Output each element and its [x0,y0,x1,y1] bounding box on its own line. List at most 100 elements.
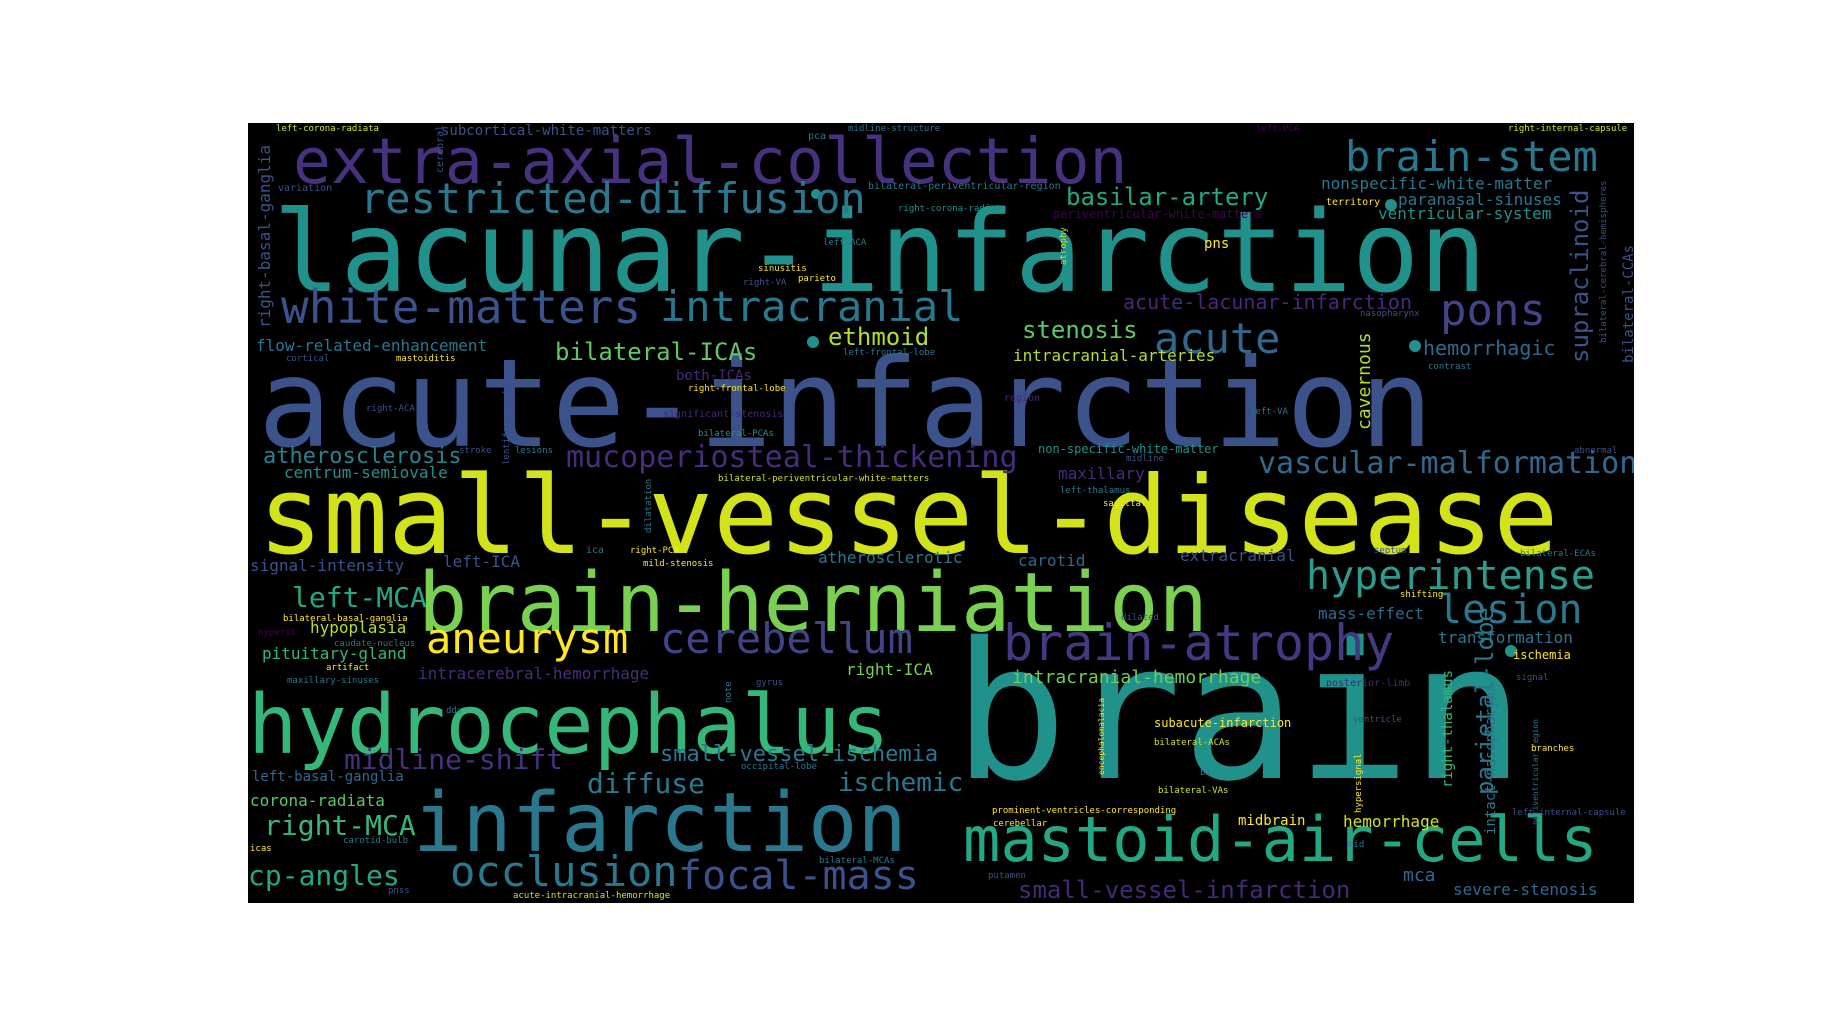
word-cloud-word: bilateral-MCAs [819,856,895,866]
word-cloud-word: parieto [798,274,836,284]
word-cloud-word: lesion [1438,587,1583,633]
word-cloud-word: bilateral-basal-ganglia [283,614,408,624]
word-cloud-word: hemorrhagic [1423,336,1555,360]
word-cloud-word: basilar-artery [1066,183,1268,211]
word-cloud-word: extracranial [1180,546,1296,565]
word-cloud-word: vascular-malformation [1258,446,1634,481]
word-cloud-word: subcortical-white-matters [441,123,652,139]
word-cloud-word: caudate-nucleus [334,639,415,649]
word-cloud-word: mucoperiosteal-thickening [566,440,1018,475]
word-cloud-word: cerebellar [993,819,1048,829]
word-cloud-word: bilateral-ACAs [1154,738,1230,748]
word-cloud-word: transformation [1438,628,1573,647]
word-cloud-word: focal-mass [678,853,919,899]
word-cloud-word: white-matters [281,280,641,334]
word-cloud-word: signal [1516,673,1549,683]
word-cloud-word: right-thalamus [1440,670,1456,788]
word-cloud-word: parietal-lobe [1471,607,1499,795]
word-cloud-word: infarction [413,776,907,871]
word-cloud-word: cortical [286,354,329,364]
word-cloud-word: bilateral-CCAs [1621,245,1634,363]
word-cloud-dot [1409,340,1421,352]
word-cloud-word: significant-stenosis [663,409,783,420]
word-cloud-word: restricted-diffusion [360,174,866,223]
word-cloud-word: cerebellum [660,614,913,663]
word-cloud-word: ischemic [838,768,963,798]
word-cloud-word: stenosis [1022,316,1138,344]
word-cloud-word: hemorrhage [1343,812,1439,831]
word-cloud-word: midline-structure [848,124,940,134]
word-cloud-dot [1505,645,1517,657]
word-cloud-word: region [1004,393,1040,404]
word-cloud-background [248,123,1634,903]
word-cloud-word: right-ICA [846,660,933,679]
word-cloud-word: left-MCA [292,581,427,614]
word-cloud-word: dilatation [644,479,654,533]
word-cloud-word: variation [278,183,332,194]
word-cloud-word: right-basal-ganglia [255,145,274,328]
word-cloud-word: subacute-infarction [1154,716,1291,730]
word-cloud-canvas: brain small-vessel-diseaseacute-infarctio… [248,123,1634,903]
word-cloud-word: icas [250,844,272,854]
word-cloud-word: lentiform-nucleus [502,373,512,465]
word-cloud-word: ventricular-system [1378,204,1551,223]
word-cloud-word: ischemia [1513,648,1571,662]
word-cloud-word: acute-lacunar-infarction [1123,290,1412,314]
word-cloud-word: lacunar-infarction [273,188,1487,318]
word-cloud-word: mass-effect [1318,604,1424,623]
word-cloud-word: acute [1154,314,1280,363]
word-cloud-word: artifact [326,663,369,673]
word-cloud-word: bilateral-VAs [1158,786,1228,796]
word-cloud-word: bilateral-periventricular-region [868,181,1061,192]
word-cloud-word: occipital-lobe [741,762,817,772]
word-cloud-word: nonspecific-white-matter [1321,174,1553,193]
word-cloud-word: mild-stenosis [643,559,713,569]
word-cloud-word: pca [808,131,826,142]
word-cloud-word: paranasal-sinuses [1398,190,1562,209]
word-cloud-word: left-ACA [823,238,867,248]
word-cloud-word: ventricle [1353,715,1402,725]
word-cloud-word: bilateral-cerebral-hemispheres [1599,180,1609,343]
word-cloud-word: maxillary [1058,464,1145,483]
word-cloud-word: hypersi [258,628,296,638]
word-cloud-word: diffuse [587,767,705,800]
word-cloud-word: left-VA [1250,407,1289,417]
word-cloud-word: pons [1440,285,1546,336]
word-cloud-word: intracranial-arteries [1013,346,1215,365]
word-cloud-word: extra-axial-collection [293,125,1127,198]
word-cloud-word: ica [586,545,604,556]
word-cloud-dot [811,189,821,199]
word-cloud-word: signal-intensity [250,556,404,575]
word-cloud-word: midline [1126,454,1164,464]
word-cloud-word: hyperintense [1306,553,1595,599]
word-cloud-word: dilated [1121,613,1159,623]
word-cloud-word: hypoplasia [310,618,406,637]
word-cloud-word: atrophy [1059,226,1069,265]
word-cloud-word: pnss [388,886,410,896]
word-cloud-word: corona-radiata [250,791,385,810]
word-cloud-word: gyrus [756,678,783,688]
word-cloud-word: atherosclerotic [818,548,963,567]
word-cloud-word: intracranial [660,282,963,331]
word-cloud-word: left-ICA [443,552,520,571]
word-cloud-word: periventricular-white-matters [1053,207,1263,221]
word-cloud-word: bilateral-periventricular-white-matters [718,474,929,484]
word-cloud-word: occlusion [450,847,678,896]
word-cloud-word: nasopharynx [1360,309,1420,319]
word-cloud-word: right-VA [743,278,787,288]
word-cloud-word: ethmoid [828,323,929,351]
word-cloud-word: small-vessel-disease [258,454,1558,579]
word-cloud-word: prominent-ventricles-corresponding [992,806,1176,816]
word-cloud-word: right-frontal-lobe [688,384,786,394]
word-cloud-word: abnormal [1574,446,1617,456]
word-cloud-word: carotid [1018,551,1085,570]
word-cloud-word: mastoid-air-cells [963,803,1598,876]
word-cloud-word: left-corona-radiata [276,124,379,134]
word-cloud-words: brain small-vessel-diseaseacute-infarctio… [248,123,1634,903]
word-cloud-word: mca [1403,865,1436,886]
word-cloud-word: septum [1374,546,1407,556]
word-cloud-word: brain-herniation [418,556,1208,651]
word-cloud-word: left-PCA [1256,124,1300,134]
word-cloud-word: left-thalamus [1060,486,1130,496]
word-cloud-word: stroke [459,446,492,456]
